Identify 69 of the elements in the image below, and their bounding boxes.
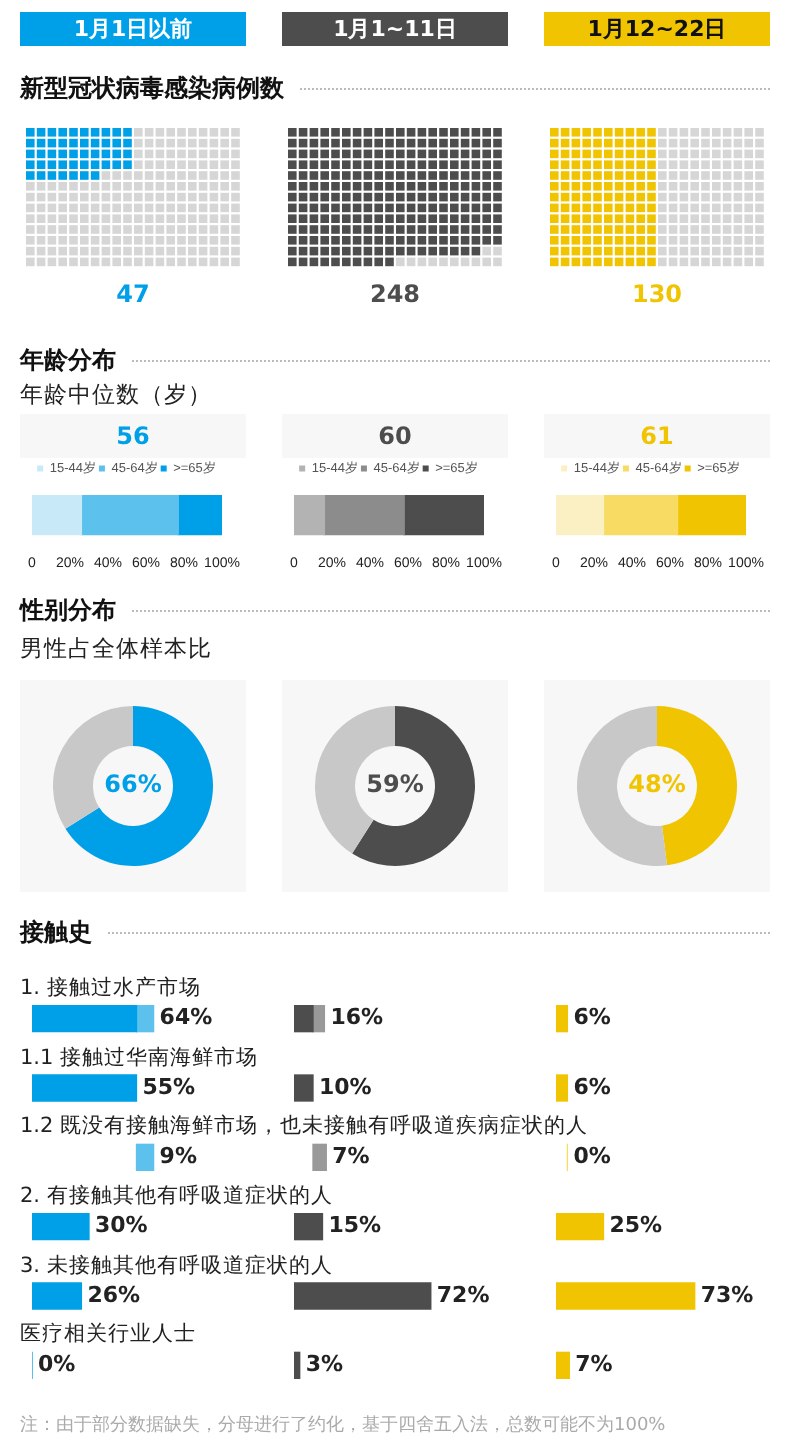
text: 61 (544, 414, 770, 458)
category-label: 1月1日以前 (20, 12, 246, 46)
category-label: 3. 未接触其他有呼吸道症状的人 (20, 1253, 333, 1278)
chart-subtitle: 年龄中位数（岁） (20, 380, 214, 410)
bar (32, 1074, 138, 1102)
total-label: 6% (573, 1004, 611, 1031)
total-label: 55% (142, 1073, 196, 1100)
bar (294, 1351, 301, 1379)
category-label: 医疗相关行业人士 (20, 1322, 196, 1347)
bar (323, 495, 405, 536)
bar (294, 1074, 314, 1102)
bar (676, 495, 746, 536)
total-label: 72% (436, 1281, 490, 1308)
total-label: 15% (328, 1212, 382, 1239)
category-label: 2. 有接触其他有呼吸道症状的人 (20, 1184, 333, 1208)
bar (294, 495, 326, 536)
text: 56 (20, 414, 246, 458)
total-label: 6% (573, 1073, 611, 1100)
bar (403, 495, 484, 536)
total-label: 30% (95, 1212, 148, 1239)
data-label: 59% (366, 770, 424, 799)
chart-subtitle: 男性占全体样本比 (20, 634, 214, 664)
total-label: 16% (330, 1004, 384, 1031)
chart-title: 性别分布 (20, 594, 116, 628)
bar (32, 1213, 90, 1241)
bar (294, 1282, 432, 1310)
bar (556, 495, 605, 536)
total-label: 25% (609, 1212, 663, 1239)
total-label: 3% (305, 1351, 344, 1378)
text: 注：由于部分数据缺失，分母进行了约化，基于四舍五入法，总数可能不为100% (20, 1413, 666, 1438)
total-label: 10% (319, 1073, 372, 1100)
data-label: 130 (631, 280, 683, 309)
bar (135, 1143, 155, 1171)
total-label: 0% (38, 1351, 76, 1378)
total-label: 64% (159, 1004, 213, 1031)
data-label: 48% (628, 770, 686, 799)
bar (80, 495, 179, 536)
text: 新型冠状病毒感染病例数 (20, 72, 284, 106)
bar (556, 1074, 569, 1102)
total-label: 7% (332, 1143, 370, 1170)
bar (32, 1005, 138, 1033)
bar (135, 1005, 155, 1033)
bar (294, 1213, 324, 1241)
bar (294, 1005, 314, 1033)
bar (556, 1213, 605, 1241)
text: 60 (282, 414, 508, 458)
total-label: 26% (87, 1281, 141, 1308)
bar (556, 1351, 570, 1379)
bar (177, 495, 222, 536)
bar (32, 1282, 83, 1310)
total-label: 7% (575, 1351, 613, 1378)
bar (556, 1282, 696, 1310)
bar (32, 495, 83, 536)
total-label: 9% (159, 1143, 197, 1170)
data-label: 66% (104, 770, 162, 799)
bar (556, 1005, 569, 1033)
bar (602, 495, 679, 536)
total-label: 0% (573, 1143, 611, 1170)
category-label: 1月1~11日 (282, 12, 508, 46)
data-label: 248 (369, 280, 421, 309)
category-label: 1. 接触过水产市场 (20, 976, 201, 1000)
data-label: 47 (116, 280, 150, 309)
bar (312, 1143, 327, 1171)
chart-title: 接触史 (20, 916, 92, 950)
category-label: 1月12~22日 (544, 12, 770, 46)
total-label: 73% (700, 1281, 754, 1308)
chart-title: 年龄分布 (20, 344, 116, 378)
category-label: 1.1 接触过华南海鲜市场 (20, 1045, 259, 1070)
category-label: 1.2 既没有接触海鲜市场，也未接触有呼吸道疾病症状的人 (20, 1114, 589, 1139)
